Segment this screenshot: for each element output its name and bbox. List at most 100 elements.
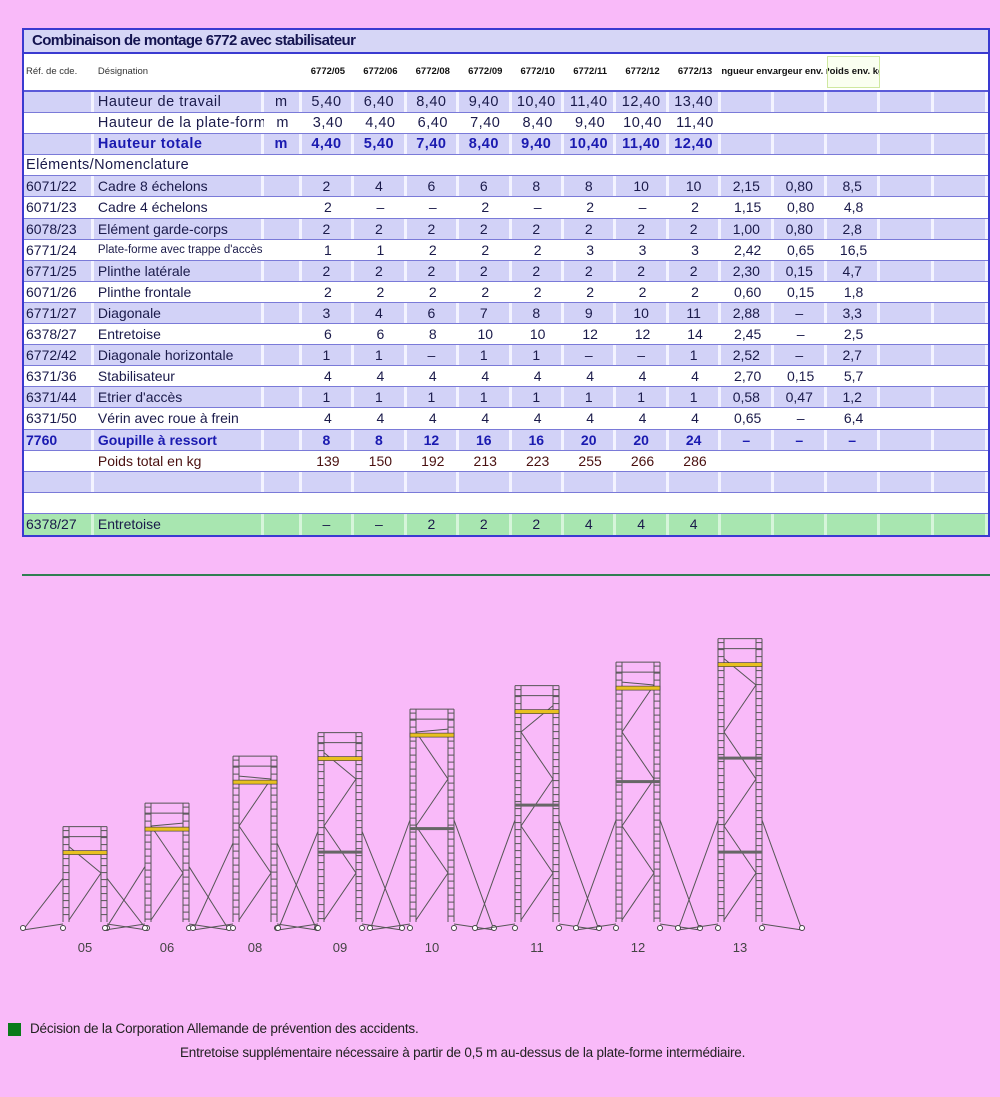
diagonal-brace [150,825,184,874]
empty-cell [616,471,669,492]
quantity-cell: 1 [376,241,385,258]
poids-cell: 2,7 [827,345,881,366]
table-row: 6771/27 Diagonale 3 4 6 7 8 9 10 11 2,88–3,3 [24,302,989,325]
empty-cell [93,471,264,492]
stabilizer-outrigger [575,819,617,931]
diagonal-brace [621,681,655,686]
quantity-cell: 3 [638,241,647,258]
largeur-cell [774,92,828,113]
quantity-cell: 4 [354,176,407,197]
caster-wheel [142,925,148,931]
tower-label: 13 [733,940,747,955]
unit-cell [264,451,302,471]
poids-cell [827,92,881,113]
scaffold-tower: 05 [20,826,150,955]
largeur-cell [774,451,827,471]
header-model: 6772/10 [520,66,555,77]
scaffold-tower: 12 [573,661,703,955]
stabilizer-outrigger [276,842,318,931]
quantity-cell: 2 [324,199,332,216]
empty-cell [934,113,988,133]
designation-cell: Diagonale [93,302,264,324]
empty-cell [934,493,988,513]
diagonal-brace [723,872,757,921]
ref-cell: 6371/36 [26,368,77,385]
diagonal-brace [150,822,184,827]
table-row: Hauteur totale m 4,40 5,40 7,40 8,40 9,40 10,40… [24,134,989,156]
largeur-cell: – [774,345,828,366]
header-largeur: Largeur env. m [774,66,827,77]
empty-cell [563,471,617,492]
caster-wheel [556,925,562,931]
intermediate-platform [318,850,362,854]
unit-cell [264,197,302,217]
longueur-cell [721,513,775,535]
table-row: 6371/50 Vérin avec roue à frein 4 4 4 4 4 4 4 4 0,… [24,408,988,430]
ref-cell: 6378/27 [26,326,77,343]
stabilizer-outrigger [677,923,719,931]
poids-cell: 5,7 [843,368,864,385]
quantity-cell: 24 [668,429,722,450]
empty-cell [354,471,407,492]
quantity-cell: 2 [668,218,722,239]
table-row: Hauteur de travail m 5,40 6,40 8,40 9,40 10,40… [24,92,989,114]
longueur-cell: 0,60 [734,283,762,300]
largeur-cell: – [774,302,828,324]
quantity-cell: 14 [687,326,703,343]
quantity-cell: 2 [511,513,564,535]
empty-cell [880,197,934,217]
stabilizer-outrigger [104,866,146,931]
poids-cell: 1,8 [843,283,864,300]
quantity-cell: 2 [428,241,437,258]
quantity-cell: 8,40 [522,115,553,132]
table-row: 6371/36 Stabilisateur 4 4 4 4 4 4 4 4 2,70 0,15 5,7 [24,366,988,388]
quantity-cell: 2 [406,218,460,239]
quantity-cell: 2 [376,283,385,300]
diagonal-brace [723,684,757,733]
unit-cell [264,240,302,260]
diagonal-brace [621,825,655,874]
quantity-cell: 192 [421,452,445,469]
empty-cell [934,429,989,450]
empty-cell [934,282,988,302]
quantity-cell: – [638,199,647,216]
empty-cell [24,471,94,492]
quantity-cell: 10 [616,302,669,324]
stabilizer-outrigger [659,819,701,931]
largeur-cell: 0,65 [786,241,815,258]
header-model: 6772/09 [468,66,503,77]
quantity-cell: 4 [376,368,385,385]
quantity-cell: 1 [301,387,355,408]
empty-cell [880,366,934,386]
diagonal-brace [323,872,357,921]
empty-cell [880,471,935,492]
empty-cell [934,387,989,408]
table-row: 6771/25 Plinthe latérale 2 2 2 2 2 2 2 2 2,30 0,15 4… [24,260,989,282]
quantity-cell: 10,40 [623,115,662,132]
empty-cell [721,493,774,513]
quantity-cell: 4 [533,410,542,427]
quantity-cell: 2 [533,241,542,258]
quantity-cell: 10 [529,326,546,343]
poids-cell: 6,4 [843,410,864,427]
stabilizer-outrigger [575,923,617,931]
caster-wheel [715,925,721,931]
intermediate-platform [718,756,762,760]
ref-cell: 7760 [24,429,94,450]
poids-cell [827,513,881,535]
empty-cell [827,471,881,492]
longueur-cell: 1,00 [721,218,775,239]
header-model: 6772/05 [310,66,346,77]
stabilizer-outrigger [22,923,64,931]
quantity-cell: 6 [324,326,332,343]
empty-cell [880,513,935,535]
quantity-cell: 2 [354,260,407,281]
quantity-cell: 4 [638,410,647,427]
quantity-cell: 11 [668,302,722,324]
poids-cell [827,451,880,471]
largeur-cell [774,134,828,155]
ref-cell: 6378/27 [24,513,94,535]
stabilizer-outrigger [192,923,234,931]
footnote-line1: Décision de la Corporation Allemande de … [30,1021,419,1036]
quantity-cell: 4 [616,513,669,535]
